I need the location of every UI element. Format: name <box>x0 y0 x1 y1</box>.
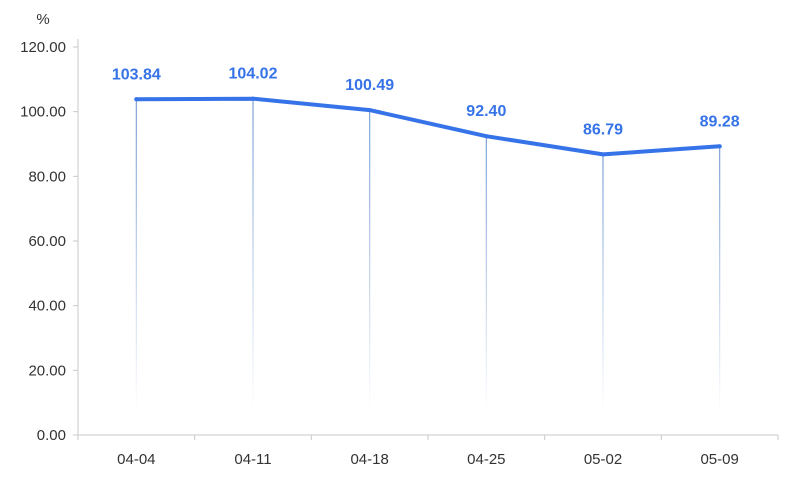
data-point[interactable] <box>134 97 139 102</box>
x-tick-label: 05-09 <box>700 451 738 468</box>
data-label: 86.79 <box>583 121 623 138</box>
data-point[interactable] <box>717 144 722 149</box>
x-tick-label: 04-11 <box>234 451 271 468</box>
y-tick-label: 40.00 <box>28 298 66 315</box>
drop-line <box>485 136 487 414</box>
data-label: 103.84 <box>112 66 161 83</box>
series-line <box>134 96 722 157</box>
x-tick-label: 05-02 <box>584 451 622 468</box>
y-tick-label: 60.00 <box>28 233 66 250</box>
data-label: 92.40 <box>466 103 506 120</box>
data-point[interactable] <box>484 134 489 139</box>
drop-line <box>369 110 371 413</box>
y-axis-unit-label: % <box>36 11 49 28</box>
series-line-layer <box>134 96 722 157</box>
axes: 0.00 20.00 40.00 60.00 80.00 100.00 120.00 04-0… <box>20 39 779 468</box>
y-tick-label: 0.00 <box>37 427 66 444</box>
drop-line <box>135 99 137 413</box>
y-tick-label: 80.00 <box>28 168 66 185</box>
x-tick-label: 04-18 <box>350 451 388 468</box>
drop-lines <box>135 98 721 414</box>
data-label: 100.49 <box>345 77 394 94</box>
data-label: 104.02 <box>229 66 278 83</box>
x-tick-label: 04-25 <box>467 451 505 468</box>
drop-line <box>252 98 254 413</box>
data-labels: 103.84 104.02 100.49 92.40 86.79 89.28 <box>112 66 740 139</box>
y-tick-label: 120.00 <box>20 39 66 56</box>
y-tick-label: 20.00 <box>28 362 66 379</box>
drop-line <box>602 154 604 413</box>
data-point[interactable] <box>601 152 605 157</box>
data-point[interactable] <box>251 96 255 101</box>
x-tick-label: 04-04 <box>117 451 155 468</box>
drop-line <box>719 146 721 413</box>
data-label: 89.28 <box>700 113 740 130</box>
y-tick-label: 100.00 <box>20 104 66 121</box>
data-point[interactable] <box>367 108 372 113</box>
